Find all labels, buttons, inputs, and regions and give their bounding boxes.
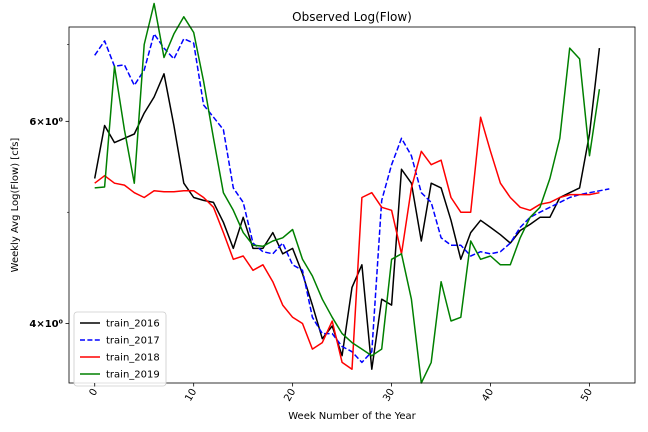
y-axis-label: Weekly Avg Log(Flow) [cfs] [10,138,21,273]
plot-area [93,2,610,384]
legend-box [73,311,167,387]
series-line-train_2017 [94,33,610,364]
series-line-train_2019 [94,2,601,384]
legend-label-train_2018: train_2018 [106,353,160,364]
series-line-train_2016 [93,48,601,370]
legend-label-train_2019: train_2019 [106,370,160,381]
y-tick-label: 6×10⁰ [29,117,63,128]
legend: train_2016 train_2017 train_2018 train_2019 [73,311,167,387]
chart-title: Observed Log(Flow) [292,10,412,24]
series-line-train_2018 [94,116,600,370]
x-axis-label: Week Number of the Year [288,411,416,422]
plot-frame [68,26,636,384]
y-tick-label: 4×10⁰ [29,319,63,330]
legend-label-train_2016: train_2016 [106,319,160,330]
legend-label-train_2017: train_2017 [106,336,160,347]
x-tick-label: 0 [88,387,101,398]
